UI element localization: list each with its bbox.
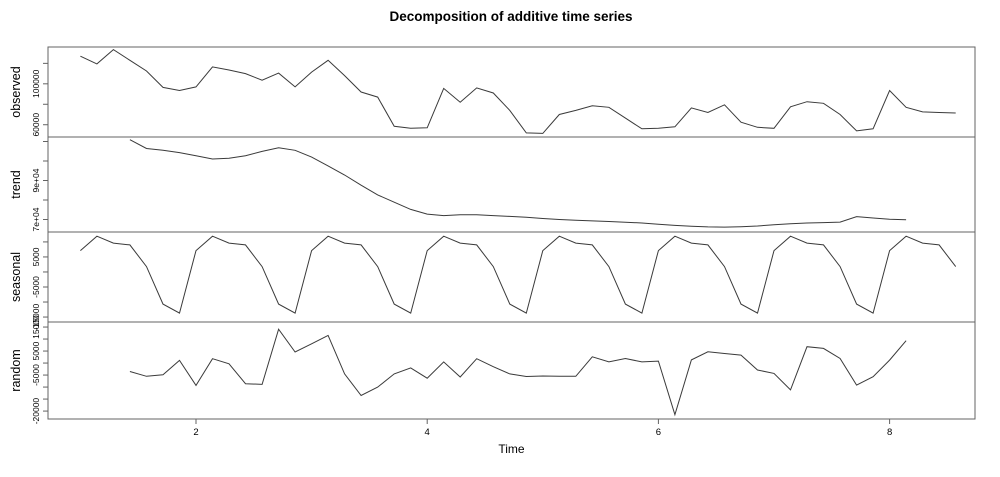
trend-series-line: [129, 139, 907, 228]
observed-ytick-label: 60000: [31, 113, 41, 137]
random-series-line: [129, 328, 907, 417]
chart-root: 100000 60000 observed 9e+04 7e+04 trend 5000 -5…: [9, 46, 976, 456]
random-ytick-label: -20000: [31, 398, 41, 425]
seasonal-ytick-label: -5000: [31, 276, 41, 298]
trend-ytick-label: 9e+04: [31, 168, 41, 192]
chart-title: Decomposition of additive time series: [389, 9, 632, 24]
xtick-label: 2: [193, 427, 198, 438]
trend-ytick-label: 7e+04: [31, 207, 41, 231]
xtick-label: 8: [887, 427, 892, 438]
panel-label-seasonal: seasonal: [9, 252, 23, 302]
observed-series-line: [80, 48, 956, 134]
panel-label-random: random: [9, 349, 23, 391]
seasonal-series-line: [80, 235, 957, 314]
observed-ytick-label: 100000: [31, 69, 41, 98]
seasonal-ytick-label: -15000: [31, 304, 41, 331]
panel-label-trend: trend: [9, 170, 23, 199]
xtick-label: 4: [425, 427, 430, 438]
xtick-label: 6: [656, 427, 661, 438]
seasonal-ytick-label: 5000: [31, 247, 41, 266]
random-ytick-label: -5000: [31, 364, 41, 386]
random-ytick-label: 5000: [31, 341, 41, 360]
plot-border: [47, 46, 976, 420]
random-ytick-label: 15000: [31, 315, 41, 339]
x-axis-title: Time: [498, 442, 525, 456]
panel-label-observed: observed: [9, 66, 23, 117]
